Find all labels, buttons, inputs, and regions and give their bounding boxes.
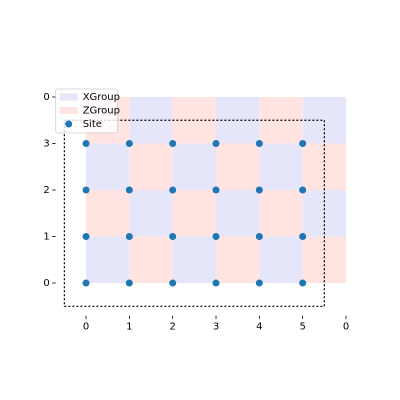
x-tick-label: 2 <box>169 322 175 333</box>
site-point <box>299 140 307 148</box>
group-square <box>216 236 260 284</box>
x-tick-label: 0 <box>343 322 349 333</box>
site-point <box>255 279 263 287</box>
group-square <box>129 143 173 191</box>
site-point <box>255 140 263 148</box>
site-point <box>125 186 133 194</box>
site-point <box>169 140 177 148</box>
site-point <box>169 233 177 241</box>
y-tick-label: 1 <box>43 232 49 243</box>
site-point <box>255 186 263 194</box>
site-point <box>82 233 90 241</box>
group-square <box>302 236 346 284</box>
group-square <box>259 190 303 237</box>
boundary <box>63 119 325 307</box>
site-point <box>212 186 220 194</box>
site-point <box>212 140 220 148</box>
y-tick-label: 0 <box>43 92 49 103</box>
x-tick-label: 5 <box>299 322 305 333</box>
site-point <box>299 233 307 241</box>
site-point <box>212 233 220 241</box>
group-square <box>172 236 217 284</box>
x-tick-label: 1 <box>126 322 132 333</box>
y-tick-label: 0 <box>43 278 49 289</box>
group-square <box>129 190 173 237</box>
group-square <box>259 143 303 191</box>
site-point <box>212 279 220 287</box>
group-square <box>172 190 217 237</box>
site-point <box>255 233 263 241</box>
group-square <box>86 236 130 284</box>
legend-label: Site <box>83 119 102 130</box>
legend-swatch <box>65 120 73 128</box>
group-square <box>216 190 260 237</box>
site-point <box>169 279 177 287</box>
site-point <box>82 140 90 148</box>
x-tick-label: 4 <box>256 322 262 333</box>
x-tick-label: 0 <box>83 322 89 333</box>
site-point <box>299 279 307 287</box>
site-point <box>299 186 307 194</box>
x-tick-label: 3 <box>213 322 219 333</box>
legend-swatch <box>59 107 78 114</box>
group-square <box>302 143 346 191</box>
group-square <box>86 143 130 191</box>
y-tick-label: 2 <box>43 185 49 196</box>
legend-swatch <box>59 93 78 101</box>
y-tick-label: 3 <box>43 139 49 150</box>
group-square <box>259 236 303 284</box>
site-point <box>169 186 177 194</box>
site-point <box>82 186 90 194</box>
legend-label: ZGroup <box>83 106 120 117</box>
group-square <box>216 143 260 191</box>
site-point <box>125 140 133 148</box>
site-point <box>125 279 133 287</box>
group-square <box>86 190 130 237</box>
legend-label: XGroup <box>83 92 120 103</box>
group-square <box>129 236 173 284</box>
group-square <box>172 143 217 191</box>
site-point <box>125 233 133 241</box>
site-point <box>82 279 90 287</box>
